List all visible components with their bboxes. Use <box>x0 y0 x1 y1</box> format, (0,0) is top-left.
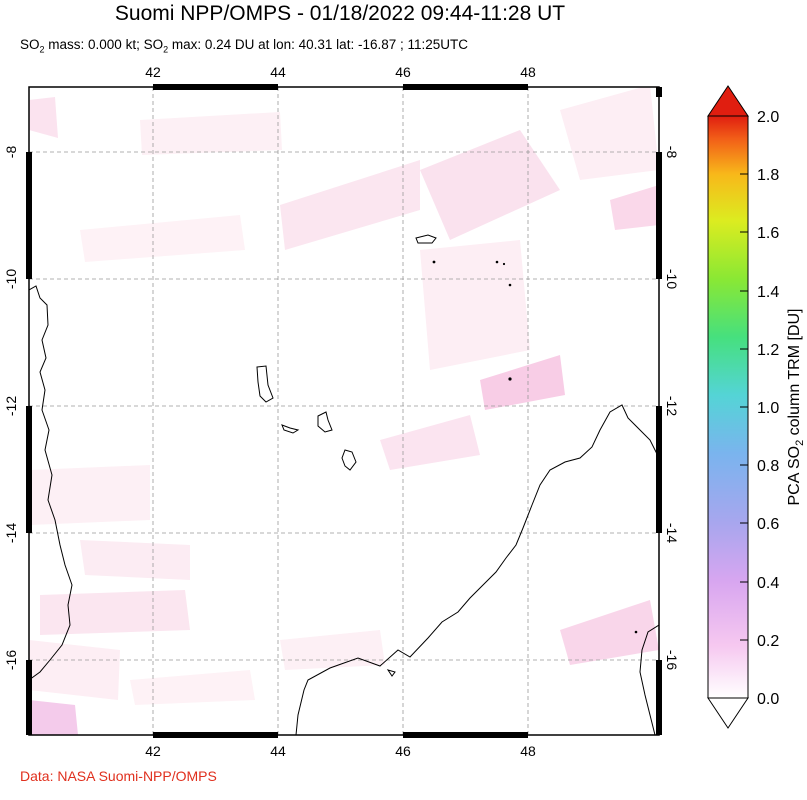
lat-label: -10 <box>3 269 19 289</box>
lat-label: -12 <box>664 396 680 416</box>
colorbar-tick-label: 2.0 <box>757 109 779 126</box>
colorbar: 0.0 0.2 0.4 0.6 0.8 1.0 1.2 1.4 1.6 1.8 … <box>707 85 806 729</box>
lat-label: -16 <box>664 650 680 670</box>
lon-label: 46 <box>395 64 411 80</box>
lat-label: -14 <box>3 523 19 543</box>
africa-coastline <box>29 285 73 681</box>
colorbar-tick-labels: 0.0 0.2 0.4 0.6 0.8 1.0 1.2 1.4 1.6 1.8 … <box>757 109 779 708</box>
comoros-grande-comore <box>256 365 274 403</box>
aldabra-island <box>415 234 437 244</box>
colorbar-label: PCA SO2 column TRM [DU] <box>786 309 806 506</box>
colorbar-tick-label: 0.2 <box>757 633 779 650</box>
lon-labels-bottom: 42 44 46 48 <box>145 743 536 759</box>
colorbar-tick-label: 0.4 <box>757 575 779 592</box>
colorbar-min-arrow <box>707 697 749 729</box>
colorbar-tick-label: 1.2 <box>757 342 779 359</box>
lat-label: -10 <box>664 269 680 289</box>
coastline-layer <box>29 234 659 735</box>
island-bassas <box>386 669 396 677</box>
map-subtitle: SO2 mass: 0.000 kt; SO2 max: 0.24 DU at … <box>20 37 469 55</box>
lon-label: 44 <box>270 743 286 759</box>
lon-label: 48 <box>520 64 536 80</box>
comoros-anjouan <box>317 411 333 433</box>
lat-label: -12 <box>3 396 19 416</box>
colorbar-max-arrow <box>707 85 749 117</box>
lon-label: 46 <box>395 743 411 759</box>
comoros-moheli <box>281 424 300 434</box>
lon-label: 42 <box>145 64 161 80</box>
colorbar-tick-label: 1.0 <box>757 400 779 417</box>
small-islands <box>432 260 638 634</box>
colorbar-tick-label: 1.8 <box>757 167 779 184</box>
lat-label: -8 <box>3 146 19 159</box>
map-title: Suomi NPP/OMPS - 01/18/2022 09:44-11:28 … <box>114 2 566 25</box>
colorbar-tick-label: 0.0 <box>757 691 779 708</box>
so2-swath-layer <box>29 87 659 735</box>
lon-label: 42 <box>145 743 161 759</box>
lat-labels-right: -8 -10 -12 -14 -16 <box>664 146 680 671</box>
lon-label: 44 <box>270 64 286 80</box>
colorbar-tick-label: 1.6 <box>757 225 779 242</box>
colorbar-tick-label: 1.4 <box>757 284 779 301</box>
colorbar-tick-label: 0.6 <box>757 516 779 533</box>
lon-labels-top: 42 44 46 48 <box>145 64 536 80</box>
lon-label: 48 <box>520 743 536 759</box>
grid-lines <box>29 87 659 735</box>
mozambique-coast-east <box>639 624 659 735</box>
lat-label: -8 <box>664 146 680 159</box>
colorbar-ticks <box>740 115 748 699</box>
comoros-mayotte <box>341 449 357 471</box>
data-credit: Data: NASA Suomi-NPP/OMPS <box>20 768 217 784</box>
lat-label: -14 <box>664 523 680 543</box>
colorbar-tick-label: 0.8 <box>757 458 779 475</box>
madagascar-coastline <box>295 404 659 735</box>
map-border-ticks <box>26 84 662 738</box>
lat-label: -16 <box>3 650 19 670</box>
lat-labels-left: -8 -10 -12 -14 -16 <box>3 146 19 671</box>
